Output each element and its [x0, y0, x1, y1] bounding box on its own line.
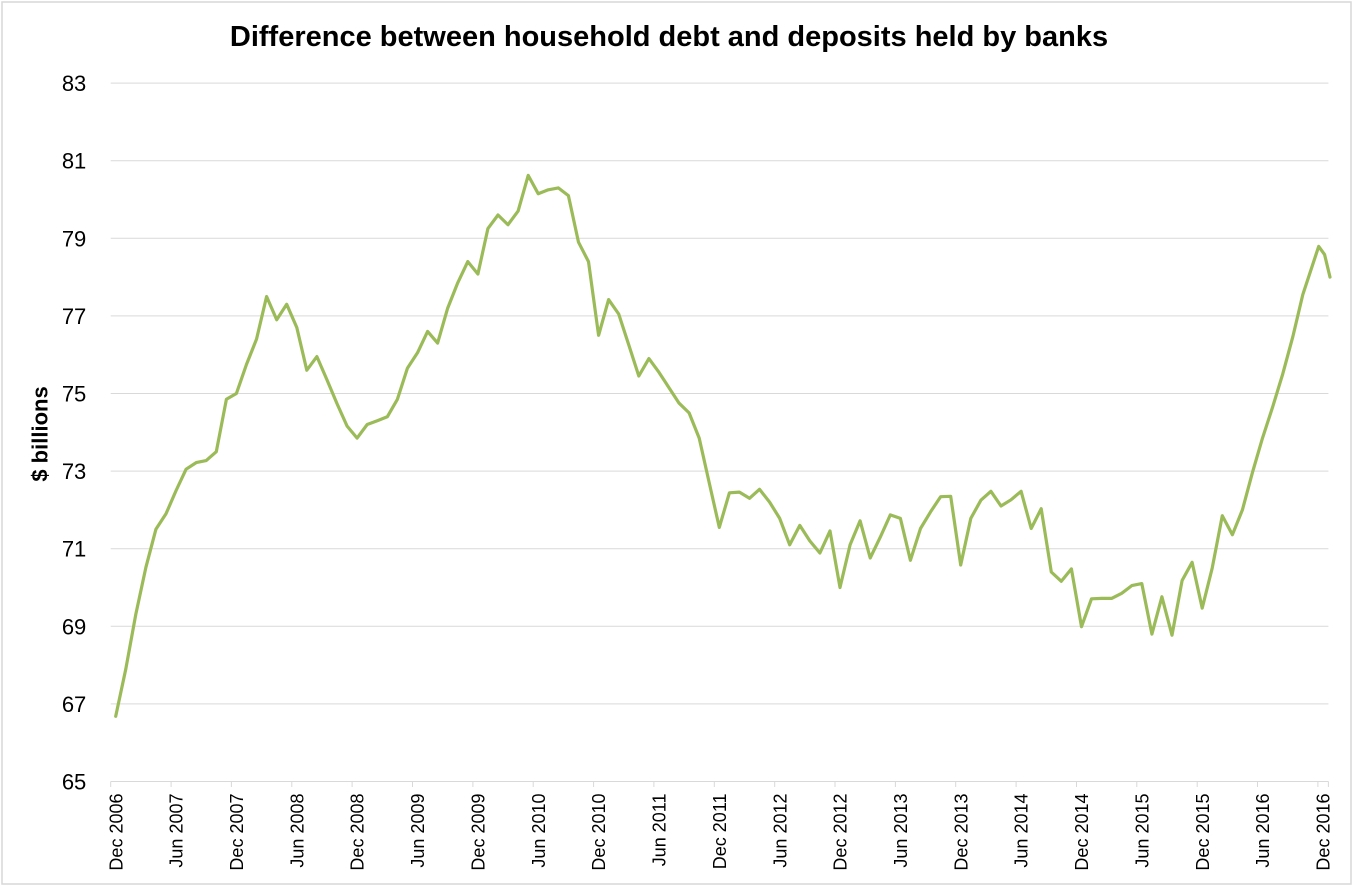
svg-text:77: 77 [62, 304, 86, 329]
svg-text:Jun 2007: Jun 2007 [167, 794, 187, 868]
svg-text:Dec 2006: Dec 2006 [106, 794, 126, 871]
svg-text:73: 73 [62, 459, 86, 484]
svg-text:65: 65 [62, 770, 86, 795]
svg-text:71: 71 [62, 537, 86, 562]
svg-text:Dec 2007: Dec 2007 [227, 794, 247, 871]
svg-text:81: 81 [62, 149, 86, 174]
svg-text:Jun 2013: Jun 2013 [891, 794, 911, 868]
svg-text:Jun 2008: Jun 2008 [287, 794, 307, 868]
svg-text:69: 69 [62, 614, 86, 639]
svg-text:Dec 2009: Dec 2009 [469, 794, 489, 871]
svg-text:Jun 2012: Jun 2012 [770, 794, 790, 868]
svg-text:Jun 2016: Jun 2016 [1253, 794, 1273, 868]
svg-text:Dec 2012: Dec 2012 [831, 794, 851, 871]
svg-text:Dec 2013: Dec 2013 [951, 794, 971, 871]
svg-text:Dec 2008: Dec 2008 [348, 794, 368, 871]
svg-text:Dec 2014: Dec 2014 [1072, 794, 1092, 871]
svg-text:Jun 2010: Jun 2010 [529, 794, 549, 868]
svg-text:Dec 2015: Dec 2015 [1193, 794, 1213, 871]
svg-text:Dec 2010: Dec 2010 [589, 794, 609, 871]
svg-text:Dec 2016: Dec 2016 [1314, 794, 1334, 871]
svg-text:Dec 2011: Dec 2011 [710, 794, 730, 870]
svg-text:Jun 2014: Jun 2014 [1012, 794, 1032, 868]
svg-text:83: 83 [62, 71, 86, 96]
svg-text:75: 75 [62, 382, 86, 407]
svg-text:67: 67 [62, 692, 86, 717]
svg-text:79: 79 [62, 226, 86, 251]
svg-text:Jun 2015: Jun 2015 [1132, 794, 1152, 868]
svg-text:$ billions: $ billions [28, 386, 53, 481]
svg-text:Jun 2009: Jun 2009 [408, 794, 428, 868]
svg-text:Jun 2011: Jun 2011 [650, 794, 670, 867]
svg-text:Difference between household d: Difference between household debt and de… [230, 21, 1108, 53]
